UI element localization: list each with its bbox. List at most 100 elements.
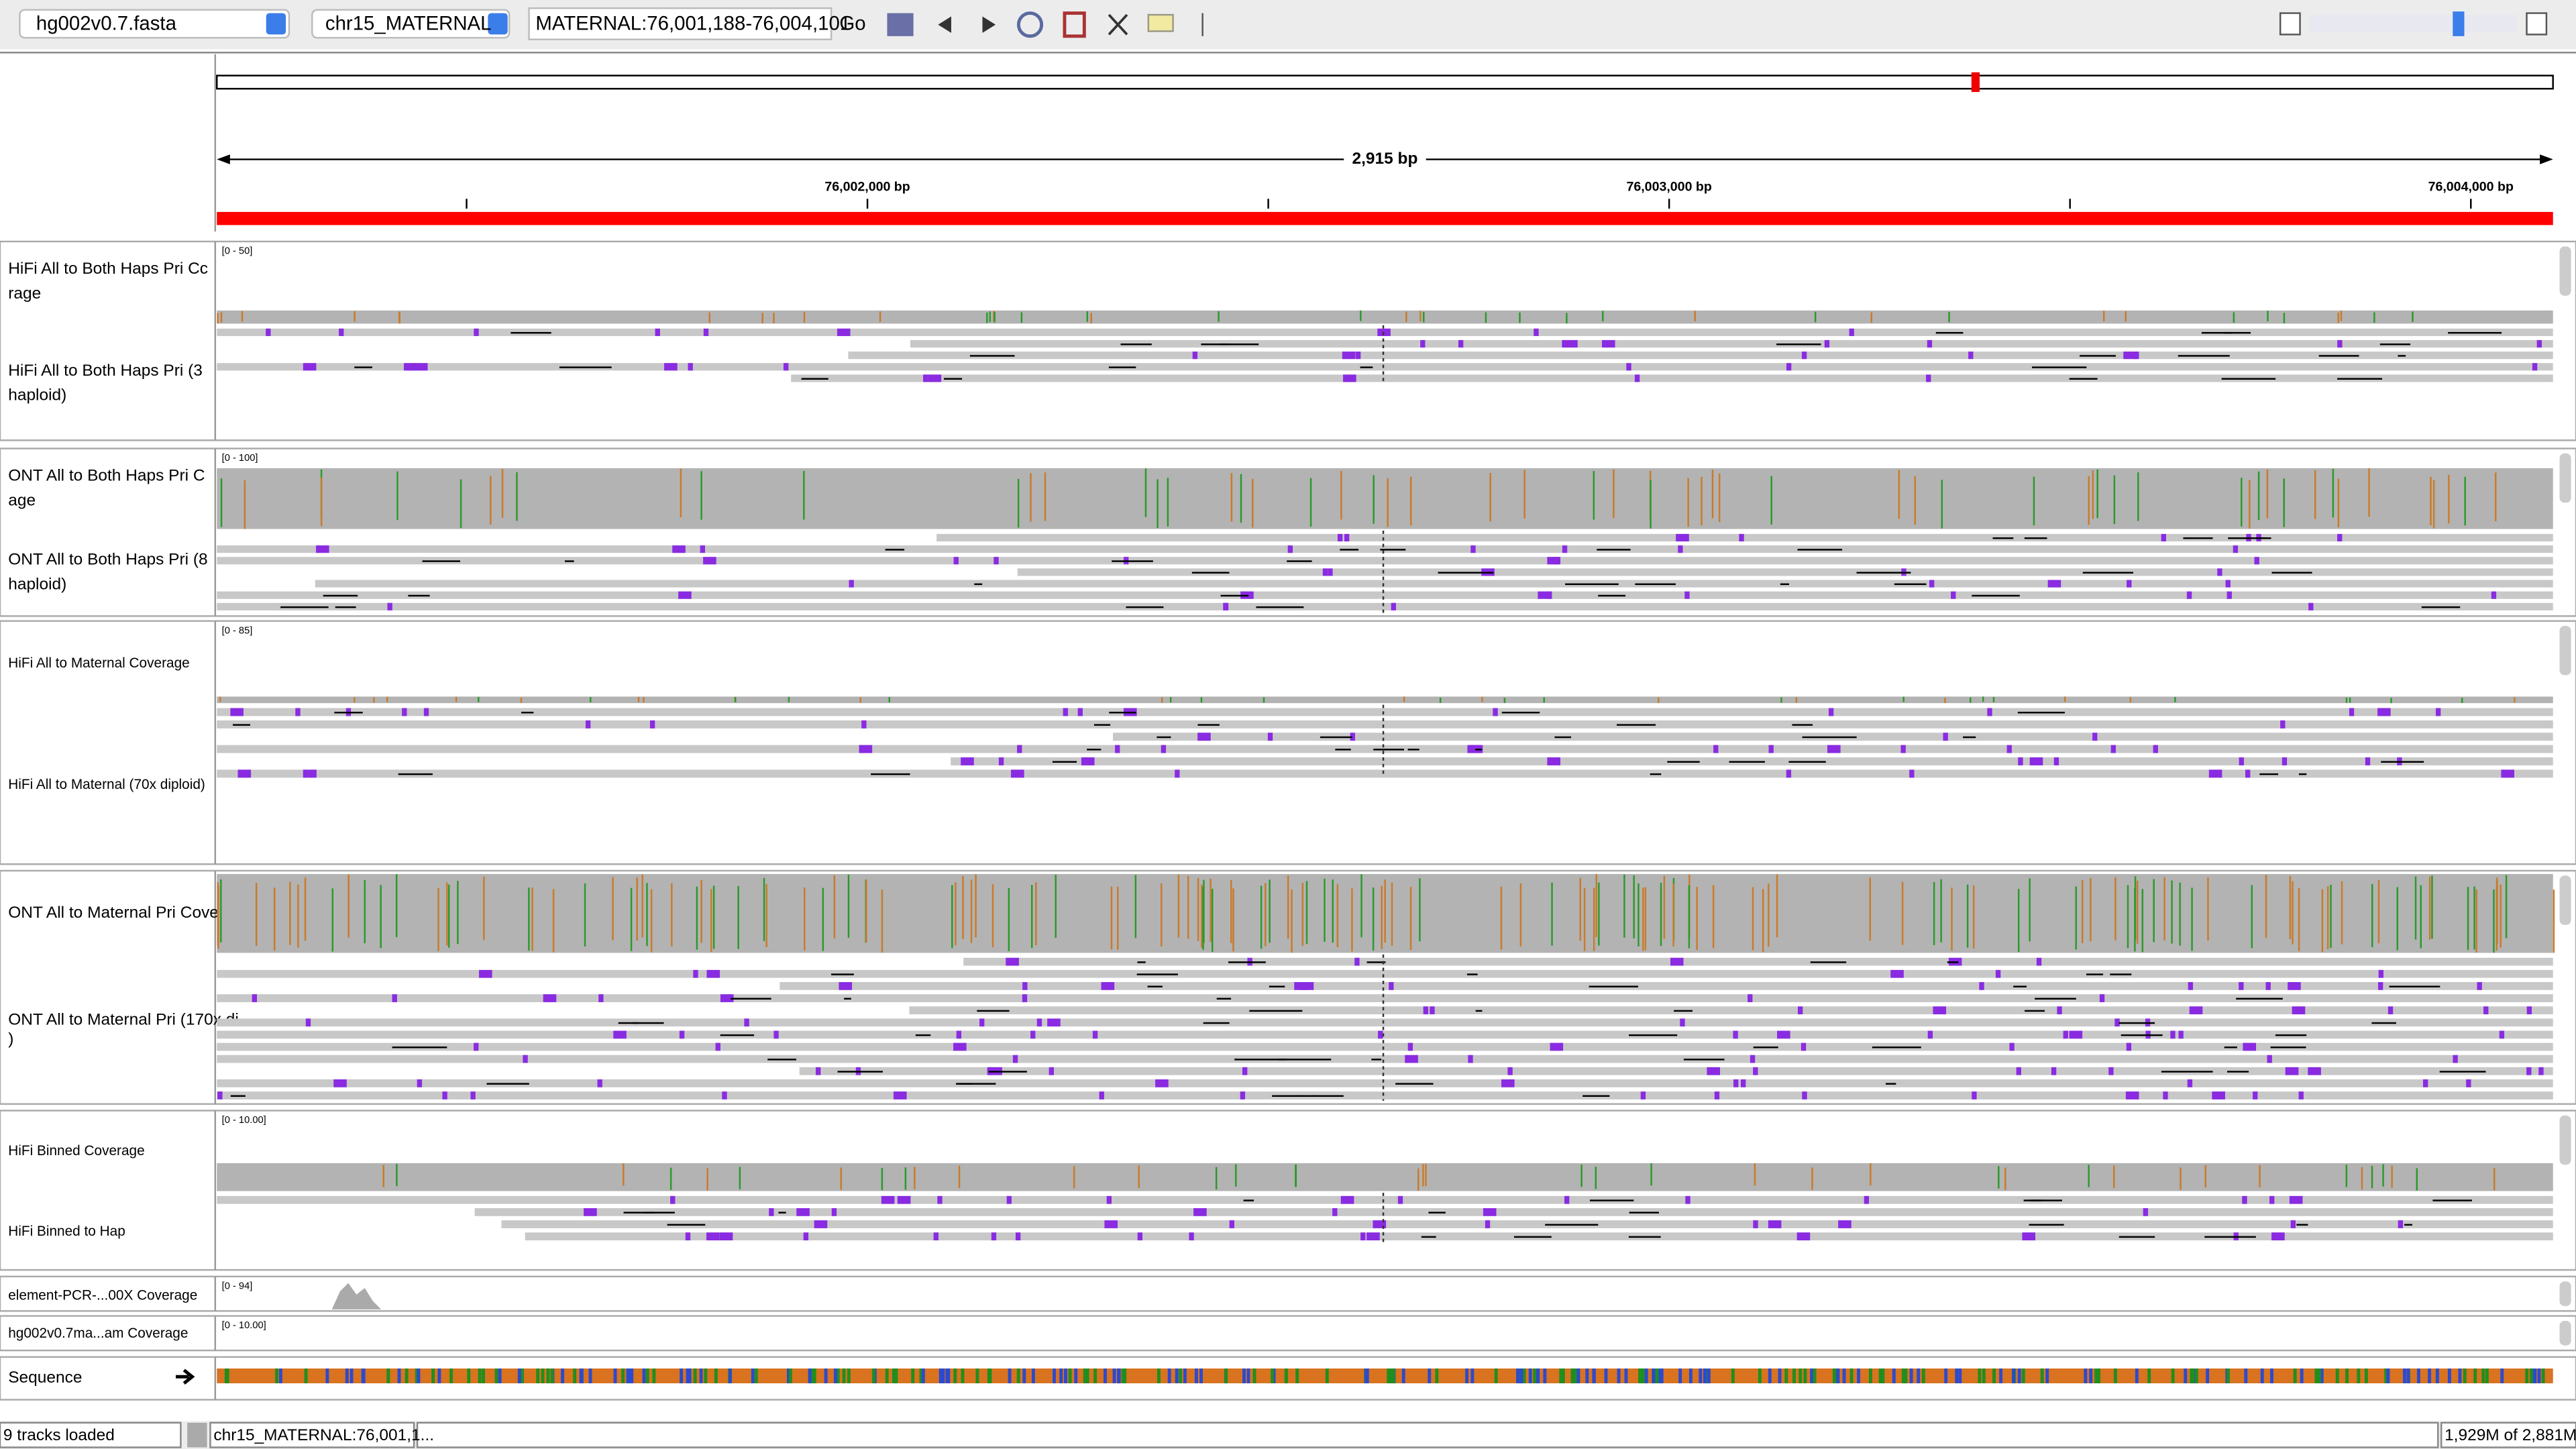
zoom-thumb[interactable] [2453, 11, 2465, 36]
track-name: element-PCR-...00X Coverage [8, 1288, 197, 1303]
read [315, 580, 2553, 588]
base [2463, 1368, 2467, 1384]
insertion [2265, 982, 2271, 990]
coverage [217, 1163, 2553, 1191]
base [2113, 1368, 2117, 1384]
insertion [2163, 1091, 2168, 1099]
mismatch-bar [516, 472, 518, 521]
deletion [1475, 749, 1483, 751]
mismatch-bar [1519, 883, 1522, 947]
insertion [2212, 1091, 2225, 1099]
mismatch-bar [2129, 697, 2132, 703]
mismatch-bar [531, 888, 533, 951]
deletion [2025, 1010, 2045, 1012]
mismatch-bar [2361, 1167, 2363, 1190]
base [482, 1368, 485, 1384]
deletion [1582, 1095, 1610, 1097]
zoom-slider[interactable] [2310, 15, 2517, 33]
insertion [1047, 1018, 1061, 1027]
zoom-in[interactable] [2526, 12, 2548, 36]
read [217, 969, 2553, 978]
base [386, 1368, 390, 1384]
insertion [1926, 374, 1931, 382]
deletion [1320, 736, 1352, 739]
deletion [233, 724, 250, 726]
insertion [1550, 1042, 1564, 1051]
deletion [392, 1046, 447, 1049]
mismatch-bar [1086, 311, 1089, 322]
insertion [2501, 769, 2514, 778]
insertion [2337, 533, 2343, 542]
base [1999, 1368, 2003, 1384]
scrollbar [2559, 246, 2571, 296]
genome-text: hg002v0.7.fasta [36, 13, 177, 35]
status-box [187, 1422, 207, 1448]
insertion [961, 757, 974, 765]
refresh-button[interactable] [1016, 11, 1044, 38]
forward-button[interactable] [982, 16, 996, 33]
mismatch-bar [2340, 311, 2343, 321]
chromosome-dropdown[interactable] [311, 9, 511, 39]
insertion [2161, 533, 2166, 542]
roi-button[interactable] [1063, 11, 1086, 38]
base [2435, 1368, 2439, 1384]
deletion [1894, 583, 1927, 586]
base [1617, 1368, 1621, 1384]
deletion [2204, 1236, 2256, 1238]
insertion [816, 1067, 821, 1075]
deletion [1753, 1046, 1778, 1049]
deletion [1972, 594, 2020, 597]
mismatch-bar [2153, 879, 2155, 943]
read [1017, 568, 2553, 576]
coverage [217, 310, 2553, 324]
base [1592, 1368, 1596, 1384]
popup-button[interactable] [1147, 13, 1174, 32]
deletion [354, 366, 372, 368]
data-range: [0 - 85] [222, 625, 253, 636]
insertion [2063, 1030, 2068, 1039]
go-button[interactable]: Go [839, 13, 865, 35]
status-box [2440, 1421, 2576, 1448]
mismatch-bar [646, 883, 648, 947]
zoom-out[interactable] [2279, 12, 2301, 36]
insertion [2491, 591, 2497, 599]
deletion [1776, 343, 1821, 345]
mismatch-bar [2553, 890, 2555, 953]
insertion [1012, 1055, 1018, 1063]
data-range: [0 - 94] [222, 1281, 253, 1291]
mismatch-bar [2373, 312, 2375, 323]
home-button[interactable] [887, 13, 914, 36]
mismatch-bar [1970, 697, 1972, 703]
base [892, 1368, 896, 1384]
mismatch-bar [803, 471, 805, 520]
mismatch-bar [881, 889, 883, 953]
mismatch-bar [289, 881, 291, 945]
mismatch-bar [2494, 472, 2497, 521]
base [1093, 1368, 1097, 1384]
insertion [2239, 982, 2244, 990]
insertion [1733, 1079, 1739, 1087]
insertion [2282, 757, 2288, 765]
insertion [417, 1079, 423, 1087]
deletion [1249, 1010, 1303, 1012]
base [1224, 1368, 1228, 1384]
base [1175, 1368, 1179, 1384]
insertion [1824, 339, 1830, 348]
fit-button[interactable] [1108, 13, 1128, 36]
locus-box[interactable] [528, 7, 833, 40]
status-locus: chr15_MATERNAL:76,001,1... [213, 1426, 434, 1444]
mismatch-bar [1485, 312, 1487, 323]
insertion [1344, 533, 1350, 542]
insertion [2069, 1030, 2083, 1039]
insertion [688, 363, 693, 371]
insertion [1115, 745, 1120, 753]
genome-dropdown[interactable] [19, 9, 290, 39]
insertion [1022, 982, 1028, 990]
mismatch-bar [220, 478, 223, 527]
track-name: ) [8, 1030, 13, 1049]
insertion [252, 994, 258, 1002]
insertion [2499, 1030, 2505, 1039]
deletion [1729, 761, 1765, 763]
back-button[interactable] [938, 16, 951, 33]
base [1778, 1368, 1782, 1384]
